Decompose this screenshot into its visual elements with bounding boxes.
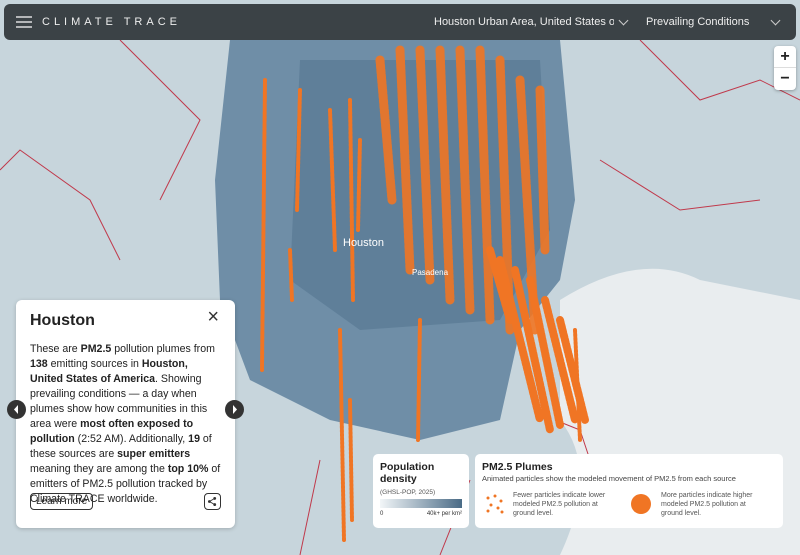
share-button[interactable] (204, 493, 221, 510)
text: pollution plumes from (111, 343, 215, 355)
header: CLIMATE TRACE Houston Urban Area, United… (4, 4, 796, 40)
menu-button[interactable] (16, 16, 32, 28)
bold-text: most often exposed to pollution (30, 418, 194, 445)
text: (2:52 AM). Additionally, (74, 433, 189, 445)
legend-title: Population density (380, 461, 435, 485)
text: . Showing prevailing conditions — a day … (30, 373, 208, 430)
bold-text: top 10% (167, 463, 209, 475)
legend-title: PM2.5 Plumes (482, 461, 553, 473)
legend-max: 40k+ per km² (426, 511, 462, 517)
text: of emitters of PM2.5 pollution tracked b… (30, 463, 221, 505)
legend-gradient (380, 499, 462, 508)
legend-subtitle: Animated particles show the modeled move… (482, 474, 736, 483)
map-label: Houston (343, 237, 384, 249)
map-label: Pasadena (412, 268, 449, 277)
legend-low: Fewer particles indicate lower modeled P… (513, 492, 606, 517)
bold-text: super emitters (117, 448, 191, 460)
logo[interactable]: CLIMATE TRACE (42, 16, 181, 28)
chevron (770, 15, 781, 26)
info-panel: Houston × These are PM2.5 pollution plum… (16, 300, 235, 528)
bold-text: 19 (188, 433, 200, 445)
text: meaning they are among the (30, 463, 168, 475)
location-select[interactable]: Houston Urban Area, United States of Ame… (434, 16, 614, 28)
plume-legend: PM2.5 Plumes Animated particles show the… (475, 454, 783, 528)
dense-icon (631, 494, 651, 514)
bold-text: PM2.5 (80, 343, 112, 355)
close-button[interactable]: × (207, 306, 219, 328)
zoom-out[interactable]: − (780, 70, 790, 87)
text: These are (30, 343, 81, 355)
legend-high: More particles indicate higher modeled P… (661, 492, 753, 517)
panel-title: Houston (30, 312, 95, 329)
next-button[interactable] (225, 400, 244, 419)
zoom-control: + − (774, 46, 796, 90)
chevron (618, 15, 629, 26)
text: of these sources are (30, 433, 212, 460)
legend-source: (GHSL-POP, 2025) (380, 489, 436, 496)
mode-select[interactable]: Prevailing Conditions (646, 16, 750, 28)
boundaries (0, 39, 800, 555)
population-legend: Population density (GHSL-POP, 2025) 0 40k… (373, 454, 469, 528)
zoom-in[interactable]: + (774, 46, 796, 68)
previous-button[interactable] (7, 400, 26, 419)
bold-text: 138 (30, 358, 48, 370)
bold-text: Houston, United States of America (30, 358, 188, 385)
plumes (260, 45, 589, 542)
sparse-icon (486, 494, 504, 514)
legend-min: 0 (380, 511, 384, 517)
panel-text: These are PM2.5 pollution plumes from 13… (30, 342, 221, 507)
learn-more-button[interactable]: Learn more (30, 493, 94, 510)
text: emitting sources in (47, 358, 142, 370)
